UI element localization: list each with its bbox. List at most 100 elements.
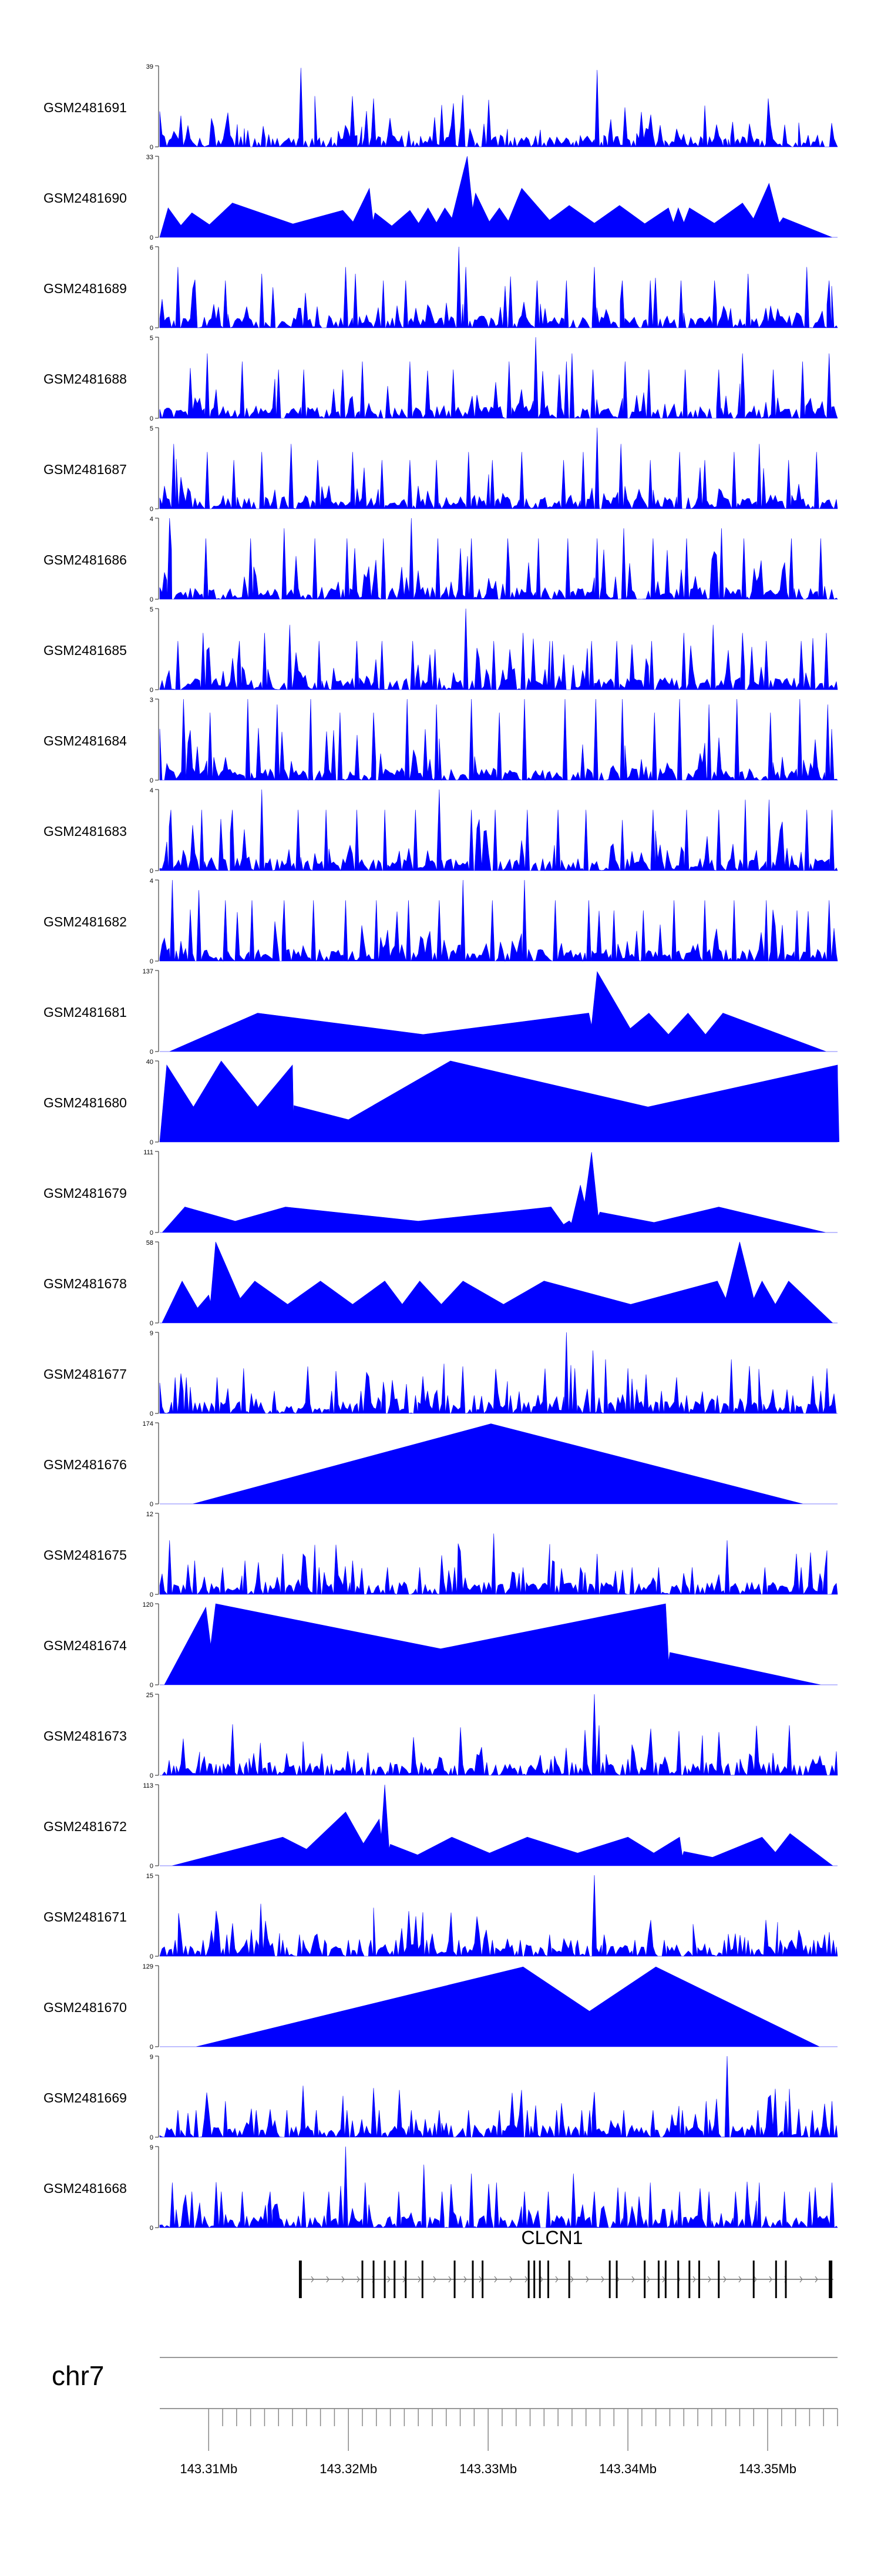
- coverage-peak: [282, 900, 286, 961]
- track-ymin-label: 0: [150, 1863, 153, 1870]
- coverage-peak: [683, 1765, 687, 1775]
- coverage-peak: [281, 1554, 285, 1594]
- coverage-peak: [626, 1368, 630, 1413]
- coverage-peak: [542, 1281, 546, 1323]
- coverage-peak: [620, 280, 624, 328]
- gene-exon: [718, 2261, 720, 2298]
- coverage-peak: [781, 217, 785, 237]
- coverage-peak: [413, 1395, 418, 1413]
- coverage-peak: [230, 203, 234, 237]
- coverage-peak: [798, 699, 802, 780]
- coverage-peak: [509, 140, 513, 147]
- coverage-peak: [464, 267, 468, 328]
- track-sample-label: GSM2481672: [43, 1819, 127, 1834]
- coverage-peak: [604, 136, 607, 147]
- coverage-peak: [273, 1391, 277, 1413]
- coverage-peak: [341, 370, 345, 418]
- coverage-peak: [506, 538, 510, 599]
- track-sample-label: GSM2481680: [43, 1095, 127, 1110]
- coverage-peak: [260, 790, 264, 871]
- coverage-peak: [181, 699, 186, 780]
- coverage-area: [159, 1533, 838, 1596]
- coverage-peak: [741, 203, 745, 237]
- track-sample-label: GSM2481669: [43, 2090, 127, 2105]
- coverage-peak: [570, 1762, 574, 1775]
- coverage-peak: [435, 704, 439, 780]
- coverage-track: GSM2481679 111 0: [43, 1149, 838, 1237]
- coverage-peak: [309, 699, 312, 780]
- coverage-peak: [260, 274, 264, 328]
- coverage-track: GSM2481689 6 0: [43, 244, 838, 332]
- coverage-peak: [563, 699, 567, 780]
- track-ymin-label: 0: [150, 1410, 153, 1418]
- coverage-peak: [549, 1207, 553, 1232]
- coverage-peak: [457, 1940, 461, 1956]
- gene-exon: [785, 2261, 787, 2298]
- coverage-peak: [521, 1967, 525, 2047]
- coverage-peak: [205, 353, 209, 418]
- track-ymin-label: 0: [150, 1139, 153, 1146]
- coverage-track: GSM2481688 5 0: [43, 335, 838, 422]
- coverage-peak: [418, 1281, 422, 1323]
- coverage-area: [159, 1060, 838, 1143]
- track-ymin-label: 0: [150, 415, 153, 422]
- coverage-track: GSM2481684 3 0: [43, 697, 838, 784]
- coverage-peak: [464, 609, 468, 690]
- coverage-peak: [735, 699, 739, 780]
- track-ymax-label: 25: [146, 1692, 153, 1699]
- coverage-peak: [593, 1875, 596, 1956]
- track-ymin-label: 0: [150, 1591, 153, 1598]
- coverage-peak: [690, 1567, 694, 1594]
- coverage-peak: [535, 280, 539, 328]
- coverage-peak: [204, 1607, 208, 1685]
- coverage-peak: [791, 1395, 795, 1413]
- coverage-peak: [564, 280, 569, 328]
- coverage-peak: [760, 1281, 764, 1323]
- coverage-peak: [654, 1967, 658, 2047]
- coverage-peak: [239, 136, 243, 147]
- coverage-peak: [443, 207, 447, 237]
- coverage-peak: [536, 538, 540, 599]
- coverage-peak: [465, 156, 469, 237]
- coverage-peak: [497, 713, 502, 780]
- coverage-peak: [453, 1765, 456, 1775]
- coverage-area: [159, 427, 838, 510]
- coverage-peak: [440, 2191, 444, 2228]
- track-sample-label: GSM2481689: [43, 281, 127, 296]
- coverage-peak: [657, 1567, 661, 1594]
- track-ymin-label: 0: [150, 1501, 153, 1508]
- coverage-peak: [546, 2191, 550, 2228]
- gene-exon: [405, 2261, 407, 2298]
- coverage-peak: [549, 1759, 553, 1775]
- coverage-peak: [647, 370, 651, 418]
- coverage-peak: [573, 1368, 577, 1413]
- coverage-peak: [469, 538, 473, 599]
- coverage-peak: [523, 699, 526, 780]
- track-ymin-label: 0: [150, 2044, 153, 2051]
- coverage-peak: [799, 641, 803, 690]
- coverage-peak: [253, 138, 257, 147]
- gene-track: CLCN1: [298, 2227, 833, 2298]
- coverage-peak: [664, 1604, 668, 1685]
- coverage-peak: [173, 1940, 177, 1956]
- gene-exon: [752, 2261, 755, 2298]
- coverage-peak: [219, 1061, 223, 1142]
- gene-exon: [677, 2261, 680, 2298]
- coverage-peak: [650, 641, 654, 690]
- track-ymin-label: 0: [150, 687, 153, 694]
- coverage-peak: [687, 207, 691, 237]
- strand-arrow: [708, 2276, 711, 2283]
- coverage-peak: [277, 370, 281, 418]
- strand-arrow: [479, 2276, 482, 2283]
- coverage-track: GSM2481673 25 0: [43, 1692, 838, 1779]
- coverage-peak: [190, 2191, 194, 2228]
- strand-arrow: [326, 2276, 329, 2283]
- track-ymax-label: 113: [143, 1782, 153, 1789]
- coverage-peak: [741, 353, 745, 418]
- coverage-peak: [811, 2110, 815, 2137]
- coverage-peak: [176, 2110, 180, 2137]
- coverage-peak: [329, 1391, 334, 1413]
- gene-exon: [829, 2261, 833, 2298]
- coverage-peak: [564, 361, 569, 418]
- coverage-peak: [620, 820, 624, 871]
